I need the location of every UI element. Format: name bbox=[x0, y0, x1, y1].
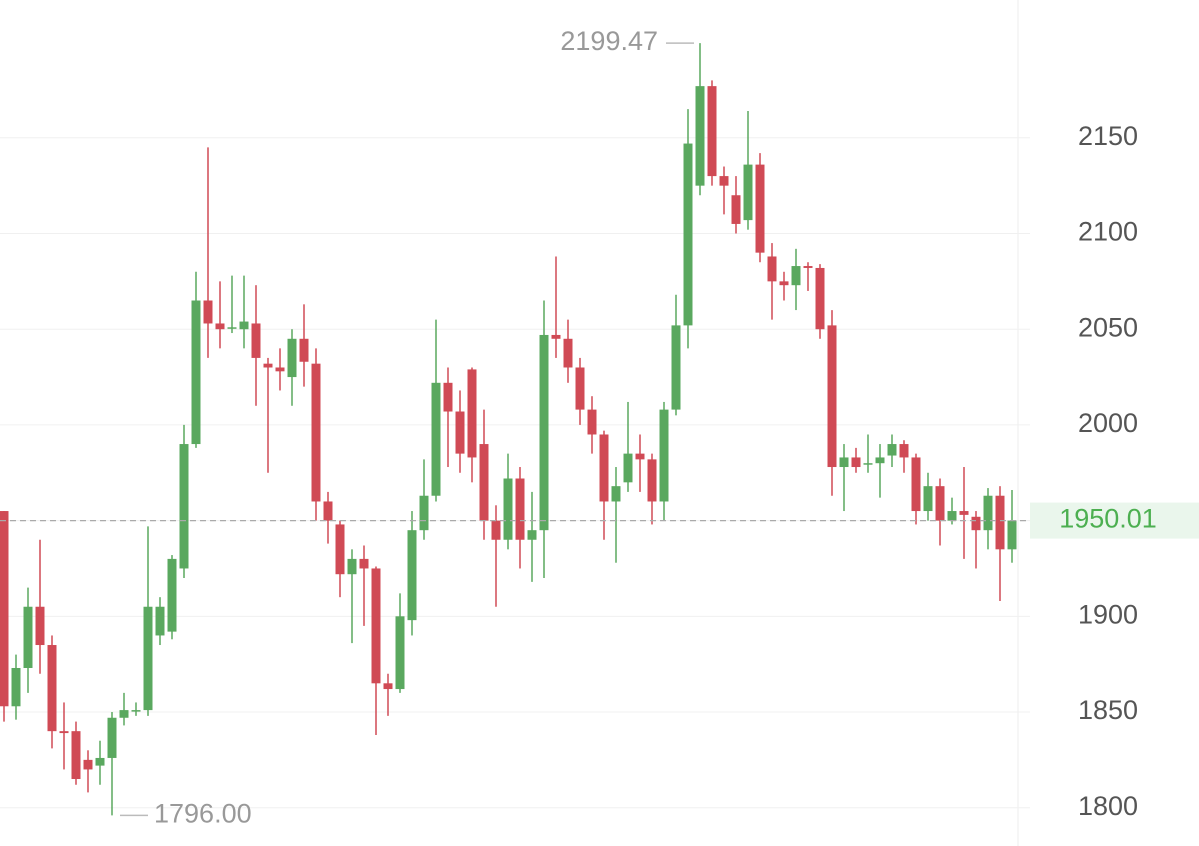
candle-body bbox=[851, 457, 861, 468]
candle-body bbox=[863, 463, 873, 465]
candle-body bbox=[347, 558, 357, 575]
candle-body bbox=[491, 520, 501, 540]
candle-body bbox=[599, 434, 609, 502]
candle-body bbox=[107, 717, 117, 758]
candle-body bbox=[911, 457, 921, 512]
candle-body bbox=[287, 338, 297, 378]
candle-body bbox=[563, 338, 573, 368]
candle-body bbox=[659, 409, 669, 502]
candle-body bbox=[743, 164, 753, 221]
candle-body bbox=[23, 606, 33, 668]
candle-body bbox=[191, 300, 201, 445]
candle-body bbox=[323, 501, 333, 521]
candle-body bbox=[947, 511, 957, 521]
candle-body bbox=[419, 495, 429, 531]
candle-body bbox=[335, 524, 345, 575]
candle-body bbox=[623, 453, 633, 483]
candle-body bbox=[959, 511, 969, 515]
candle-body bbox=[803, 266, 813, 268]
candle-body bbox=[395, 616, 405, 690]
candle-body bbox=[683, 143, 693, 326]
candle-body bbox=[443, 382, 453, 412]
candle-body bbox=[839, 457, 849, 468]
candle-body bbox=[383, 683, 393, 690]
candle-body bbox=[779, 281, 789, 286]
candle-body bbox=[311, 363, 321, 502]
candle-body bbox=[611, 486, 621, 502]
candle-body bbox=[155, 606, 165, 636]
candle-body bbox=[359, 558, 369, 569]
candle-body bbox=[815, 267, 825, 330]
candle-body bbox=[671, 325, 681, 410]
y-tick-label: 2150 bbox=[1078, 121, 1138, 151]
candle-body bbox=[791, 266, 801, 286]
candle-body bbox=[299, 338, 309, 362]
candle-body bbox=[83, 759, 93, 770]
candle-body bbox=[551, 334, 561, 339]
candle-body bbox=[467, 369, 477, 458]
y-tick-label: 1850 bbox=[1078, 695, 1138, 725]
candle-body bbox=[35, 606, 45, 646]
current-price-label: 1950.01 bbox=[1059, 504, 1157, 534]
candle-body bbox=[515, 478, 525, 540]
candle-body bbox=[71, 731, 81, 780]
candle-body bbox=[47, 645, 57, 732]
y-tick-label: 2100 bbox=[1078, 217, 1138, 247]
candle-body bbox=[263, 363, 273, 368]
candle-body bbox=[239, 321, 249, 330]
candle-body bbox=[767, 256, 777, 282]
candle-body bbox=[539, 334, 549, 531]
candle-body bbox=[983, 495, 993, 531]
candle-body bbox=[479, 444, 489, 521]
candle-body bbox=[935, 486, 945, 521]
candle-body bbox=[371, 568, 381, 684]
candle-body bbox=[11, 667, 21, 707]
candle-body bbox=[695, 86, 705, 186]
candle-body bbox=[143, 606, 153, 711]
candle-body bbox=[203, 300, 213, 324]
candle-body bbox=[635, 453, 645, 460]
y-tick-label: 1800 bbox=[1078, 791, 1138, 821]
candle-body bbox=[923, 486, 933, 512]
min-label: 1796.00 bbox=[154, 799, 252, 829]
candle-body bbox=[1007, 520, 1017, 550]
candle-body bbox=[707, 86, 717, 177]
candle-body bbox=[251, 323, 261, 358]
candle-body bbox=[59, 731, 69, 734]
candle-body bbox=[275, 367, 285, 372]
y-tick-label: 2000 bbox=[1078, 408, 1138, 438]
candle-body bbox=[731, 195, 741, 224]
current-price-box bbox=[1030, 502, 1199, 539]
candle-body bbox=[875, 457, 885, 464]
candle-body bbox=[647, 459, 657, 502]
candle-body bbox=[119, 710, 129, 718]
candle-body bbox=[131, 710, 141, 712]
candle-body bbox=[179, 444, 189, 569]
candle-body bbox=[527, 530, 537, 540]
y-tick-label: 2050 bbox=[1078, 312, 1138, 342]
candle-body bbox=[227, 327, 237, 329]
candle-body bbox=[887, 444, 897, 456]
candle-body bbox=[503, 478, 513, 540]
candle-body bbox=[167, 558, 177, 632]
candle-body bbox=[0, 511, 9, 707]
max-label: 2199.47 bbox=[560, 26, 658, 56]
candle-body bbox=[827, 325, 837, 468]
candle-body bbox=[719, 176, 729, 186]
candle-body bbox=[899, 444, 909, 458]
candle-body bbox=[575, 367, 585, 410]
candle-body bbox=[971, 516, 981, 531]
candle-body bbox=[407, 530, 417, 621]
candle-body bbox=[95, 757, 105, 766]
candle-body bbox=[455, 411, 465, 454]
candle-body bbox=[587, 409, 597, 435]
candle-body bbox=[215, 323, 225, 330]
y-tick-label: 1900 bbox=[1078, 599, 1138, 629]
candle-body bbox=[755, 164, 765, 253]
candle-body bbox=[431, 382, 441, 496]
candle-body bbox=[995, 495, 1005, 550]
